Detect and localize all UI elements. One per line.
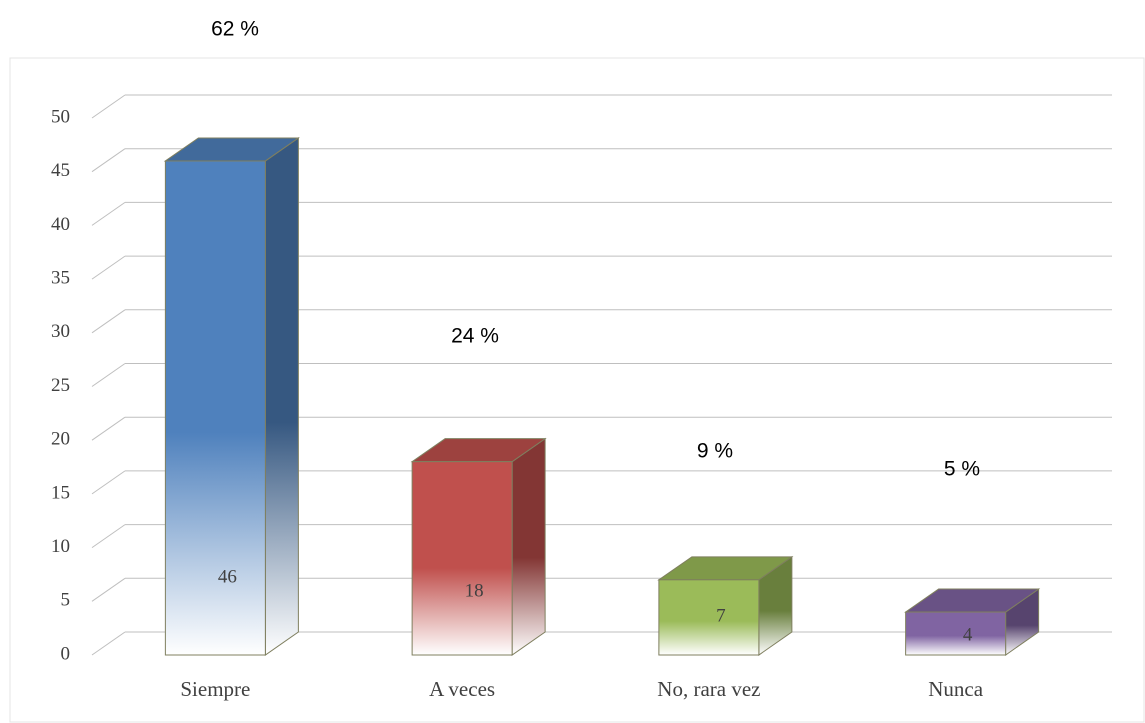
y-tick-label: 25 <box>51 375 70 396</box>
y-tick-label: 30 <box>51 321 70 342</box>
axis-depth-line <box>91 577 126 602</box>
x-tick-label: Nunca <box>928 677 983 701</box>
data-label: 7 <box>716 605 726 626</box>
chart-frame <box>9 57 1145 723</box>
y-tick-label: 5 <box>61 590 71 611</box>
axis-depth-line <box>91 416 126 441</box>
bar <box>411 461 513 656</box>
annotation: 9 % <box>697 440 733 463</box>
y-tick-label: 10 <box>51 536 70 557</box>
axis-depth-line <box>91 148 126 173</box>
bar-side <box>264 137 299 656</box>
x-tick-label: No, rara vez <box>657 677 760 701</box>
axis-depth-line <box>91 309 126 334</box>
axis-depth-line <box>91 470 126 495</box>
bar-side <box>511 437 546 656</box>
x-tick-label: A veces <box>429 677 495 701</box>
y-tick-label: 20 <box>51 429 70 450</box>
axis-depth-line <box>91 524 126 549</box>
annotation: 5 % <box>944 458 980 481</box>
bar <box>658 579 760 656</box>
data-label: 18 <box>465 580 484 601</box>
y-tick-label: 40 <box>51 214 70 235</box>
annotation: 24 % <box>451 325 499 348</box>
y-tick-label: 50 <box>51 106 70 127</box>
axis-depth-line <box>91 631 126 656</box>
axis-depth-line <box>91 363 126 387</box>
x-tick-label: Siempre <box>180 677 250 701</box>
y-tick-label: 15 <box>51 482 70 503</box>
axis-depth-line <box>91 255 126 280</box>
annotation: 62 % <box>211 18 259 41</box>
bar <box>905 611 1007 656</box>
data-label: 4 <box>963 624 973 645</box>
y-tick-label: 45 <box>51 160 70 181</box>
y-tick-label: 0 <box>61 643 71 664</box>
data-label: 46 <box>218 566 237 587</box>
axis-depth-line <box>91 201 126 226</box>
bar <box>164 160 266 656</box>
y-tick-label: 35 <box>51 267 70 288</box>
axis-depth-line <box>91 94 126 119</box>
